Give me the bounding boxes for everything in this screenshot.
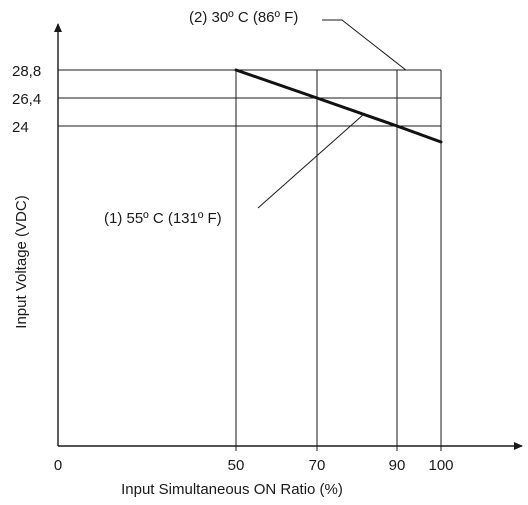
x-tick-label-100: 100 [428, 457, 453, 474]
x-tick-label-50: 50 [228, 457, 245, 474]
y-tick-labels: 28,8 26,4 24 [12, 63, 41, 136]
derating-curve-0 [234, 68, 443, 144]
leader-30c [322, 19, 407, 71]
y-tick-label-28-8: 28,8 [12, 63, 41, 80]
annotation-30c: (2) 30º C (86º F) [189, 9, 298, 26]
reference-lines [58, 69, 442, 446]
x-tick-label-0: 0 [54, 457, 62, 474]
leader-55c [257, 113, 365, 209]
x-tick-labels: 0 50 70 90 100 [54, 457, 454, 474]
tick-marks [235, 446, 442, 451]
y-tick-label-26-4: 26,4 [12, 91, 41, 108]
x-axis-label: Input Simultaneous ON Ratio (%) [121, 481, 343, 498]
y-axis-label: Input Voltage (VDC) [13, 195, 30, 328]
y-tick-label-24: 24 [12, 119, 29, 136]
annotation-55c: (1) 55º C (131º F) [104, 210, 222, 227]
x-tick-label-70: 70 [309, 457, 326, 474]
data-series [234, 68, 443, 144]
x-tick-label-90: 90 [389, 457, 406, 474]
annotation-leaders [257, 19, 407, 209]
